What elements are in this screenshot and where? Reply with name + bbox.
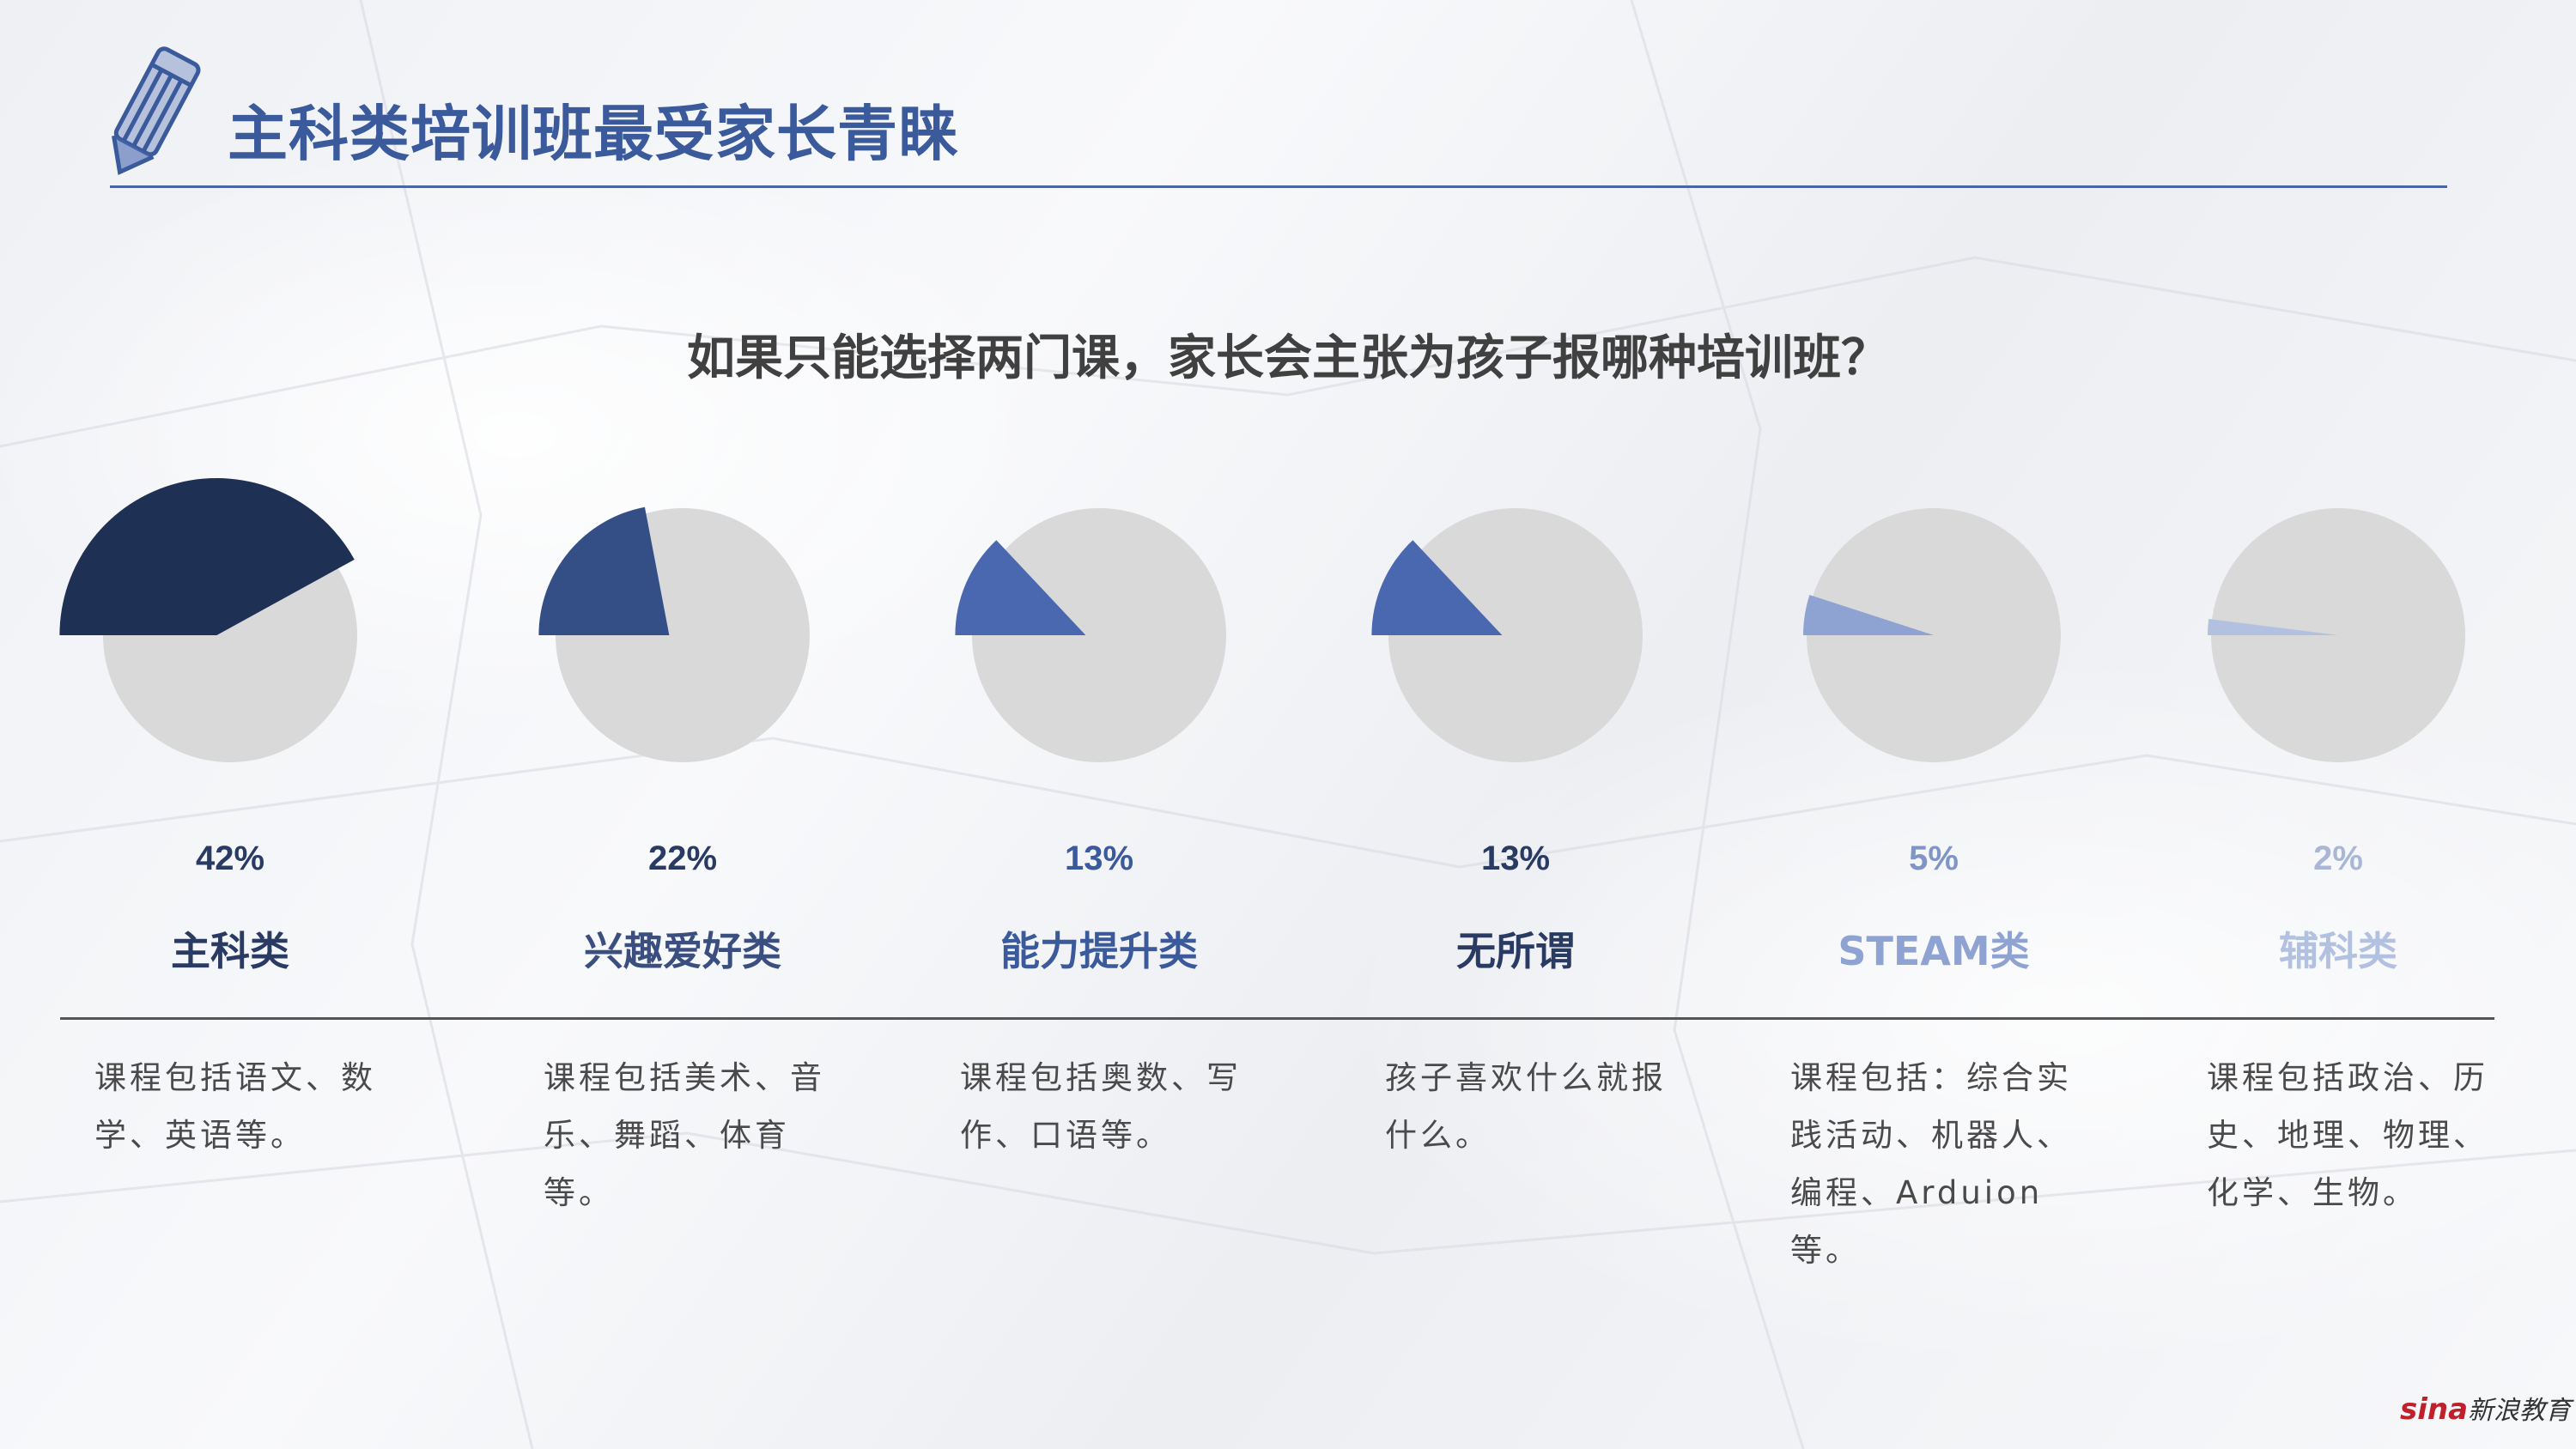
value-label-auxiliary: 2% xyxy=(2313,840,2363,877)
category-label-steam: STEAM类 xyxy=(1838,928,2030,974)
pie-no-preference xyxy=(1371,508,1643,762)
category-label-ability: 能力提升类 xyxy=(1000,928,1198,974)
category-label-main-subjects: 主科类 xyxy=(171,928,289,974)
pie-rest-no-preference xyxy=(1388,508,1643,762)
pie-main-subjects xyxy=(59,478,357,762)
value-label-no-preference: 13% xyxy=(1480,840,1551,877)
brand-logo: sina新浪教育 xyxy=(2400,1389,2571,1427)
category-label-auxiliary: 辅科类 xyxy=(2279,928,2397,974)
value-label-main-subjects: 42% xyxy=(195,840,265,877)
pie-slice-main-subjects xyxy=(59,478,355,635)
pie-charts xyxy=(59,478,2465,762)
pie-slice-auxiliary xyxy=(2208,618,2338,635)
page-title: 主科类培训班最受家长青睐 xyxy=(228,99,959,169)
title-divider xyxy=(110,185,2447,188)
description-steam: 课程包括：综合实践活动、机器人、编程、Arduion等。 xyxy=(1790,1059,2072,1269)
pie-slice-no-preference xyxy=(1371,540,1503,635)
category-label-no-preference: 无所谓 xyxy=(1456,928,1575,974)
description-hobby: 课程包括美术、音乐、舞蹈、体育等。 xyxy=(544,1059,825,1211)
pencil-icon xyxy=(112,46,201,176)
value-label-steam: 5% xyxy=(1909,840,1959,877)
pie-hobby xyxy=(538,506,810,762)
description-auxiliary: 课程包括政治、历史、地理、物理、化学、生物。 xyxy=(2207,1059,2488,1211)
category-label-hobby: 兴趣爱好类 xyxy=(584,928,781,974)
pie-rest-ability xyxy=(972,508,1226,762)
description-main-subjects: 课程包括语文、数学、英语等。 xyxy=(94,1059,376,1154)
pie-slice-steam xyxy=(1803,595,1934,635)
pie-auxiliary xyxy=(2208,508,2465,762)
value-label-ability: 13% xyxy=(1064,840,1134,877)
pie-steam xyxy=(1803,508,2061,762)
description-no-preference: 孩子喜欢什么就报什么。 xyxy=(1385,1059,1667,1154)
chart-question: 如果只能选择两门课，家长会主张为孩子报哪种培训班？ xyxy=(687,330,1889,386)
value-label-hobby: 22% xyxy=(647,840,718,877)
description-ability: 课程包括奥数、写作、口语等。 xyxy=(960,1059,1242,1154)
brand-mark: sina xyxy=(2400,1392,2469,1427)
section-divider xyxy=(60,1017,2494,1020)
brand-text: 新浪教育 xyxy=(2468,1396,2572,1426)
pie-ability xyxy=(955,508,1226,762)
pie-slice-ability xyxy=(955,540,1086,635)
pie-slice-hobby xyxy=(538,506,670,635)
